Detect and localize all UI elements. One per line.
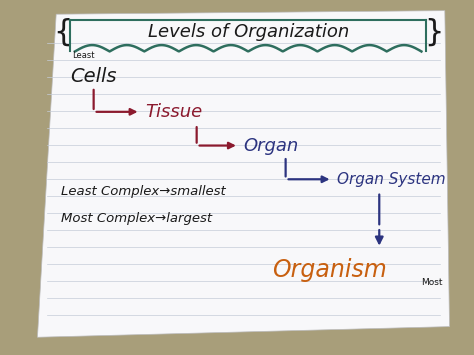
Text: Cells: Cells (70, 67, 117, 86)
Text: Most: Most (421, 278, 443, 287)
Text: Most Complex→largest: Most Complex→largest (61, 212, 212, 225)
Text: Organism: Organism (272, 258, 386, 282)
Text: {: { (53, 17, 73, 47)
Polygon shape (37, 11, 449, 337)
Text: Least: Least (73, 51, 95, 60)
Text: Least Complex→smallest: Least Complex→smallest (61, 185, 226, 198)
Text: }: } (424, 17, 443, 47)
Text: Organ: Organ (244, 137, 299, 154)
Text: Organ System: Organ System (337, 172, 446, 187)
Text: Tissue: Tissue (145, 103, 202, 121)
Text: Levels of Organization: Levels of Organization (147, 23, 349, 41)
